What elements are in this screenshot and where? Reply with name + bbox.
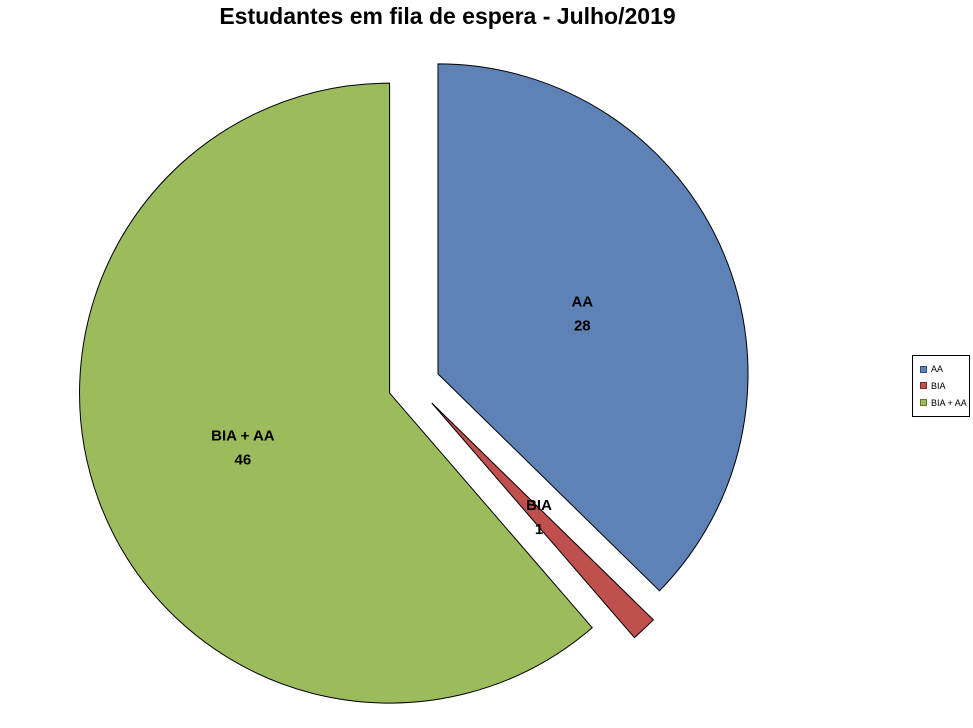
pie-slice-bia — [431, 402, 655, 639]
slice-label-bia-aa: 46 — [235, 452, 252, 469]
legend: AA BIA BIA + AA — [912, 355, 970, 417]
legend-label: BIA + AA — [931, 397, 967, 408]
slice-label-bia: BIA — [526, 497, 552, 514]
slice-label-aa: 28 — [574, 317, 591, 334]
legend-item: AA — [920, 363, 969, 375]
legend-label: BIA — [931, 380, 946, 391]
legend-swatch-icon — [920, 399, 927, 407]
legend-item: BIA — [920, 380, 969, 392]
legend-swatch-icon — [920, 365, 927, 373]
chart-title: Estudantes em fila de espera - Julho/201… — [219, 3, 676, 29]
pie-slice-bia-aa — [79, 82, 593, 704]
legend-item: BIA + AA — [920, 397, 969, 409]
legend-label: AA — [931, 364, 944, 375]
slice-label-bia: 1 — [535, 521, 543, 538]
slice-label-aa: AA — [571, 293, 593, 310]
pie-slice-aa — [437, 63, 749, 592]
slice-label-bia-aa: BIA + AA — [211, 428, 275, 445]
legend-swatch-icon — [920, 382, 927, 390]
